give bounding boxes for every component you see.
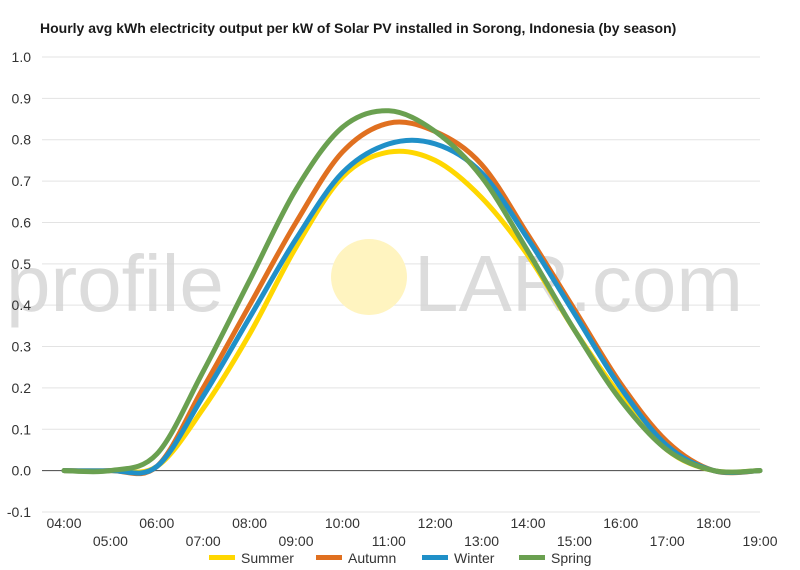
x-tick-label: 10:00 [325, 515, 360, 531]
chart-title: Hourly avg kWh electricity output per kW… [40, 20, 676, 36]
x-tick-label: 18:00 [696, 515, 731, 531]
x-tick-label: 09:00 [278, 533, 313, 549]
y-tick-label: 0.9 [12, 90, 32, 106]
y-tick-label: 0.6 [12, 214, 32, 230]
y-tick-label: 0.2 [12, 380, 32, 396]
x-tick-label: 06:00 [139, 515, 174, 531]
x-tick-label: 08:00 [232, 515, 267, 531]
series-lines [61, 108, 763, 477]
x-tick-label: 16:00 [603, 515, 638, 531]
y-tick-label: 0.7 [12, 173, 32, 189]
x-tick-label: 05:00 [93, 533, 128, 549]
x-tick-label: 17:00 [650, 533, 685, 549]
y-tick-label: 0.5 [12, 256, 32, 272]
x-tick-label: 19:00 [742, 533, 777, 549]
watermark: profile LAR.com [6, 239, 743, 328]
y-tick-label: 0.1 [12, 421, 32, 437]
x-tick-label: 14:00 [510, 515, 545, 531]
legend-label-winter: Winter [454, 550, 495, 566]
x-tick-label: 13:00 [464, 533, 499, 549]
legend-label-autumn: Autumn [348, 550, 396, 566]
y-tick-label: 0.8 [12, 132, 32, 148]
x-tick-label: 15:00 [557, 533, 592, 549]
x-tick-label: 12:00 [418, 515, 453, 531]
legend-label-summer: Summer [241, 550, 294, 566]
legend-swatch-spring [519, 555, 545, 560]
y-tick-label: -0.1 [7, 504, 31, 520]
y-tick-label: 1.0 [12, 49, 32, 65]
watermark-text-left: profile [6, 239, 224, 328]
y-tick-label: 0.0 [12, 463, 32, 479]
x-tick-label: 04:00 [46, 515, 81, 531]
legend-swatch-winter [422, 555, 448, 560]
x-tick-label: 07:00 [186, 533, 221, 549]
legend-label-spring: Spring [551, 550, 591, 566]
series-line-spring [61, 108, 763, 475]
legend-swatch-summer [209, 555, 235, 560]
y-tick-label: 0.4 [12, 297, 32, 313]
legend: Summer Autumn Winter Spring [209, 550, 591, 566]
y-axis-tick-labels: 1.0 0.9 0.8 0.7 0.6 0.5 0.4 0.3 0.2 0.1 0.0 -0.1 [7, 49, 31, 520]
y-tick-label: 0.3 [12, 339, 32, 355]
x-tick-label: 11:00 [372, 533, 406, 549]
watermark-sun-icon [331, 239, 407, 315]
legend-swatch-autumn [316, 555, 342, 560]
series-line-winter [61, 137, 763, 476]
x-axis-tick-labels: 04:00 05:00 06:00 07:00 08:00 09:00 10:00 11:00… [46, 515, 777, 549]
